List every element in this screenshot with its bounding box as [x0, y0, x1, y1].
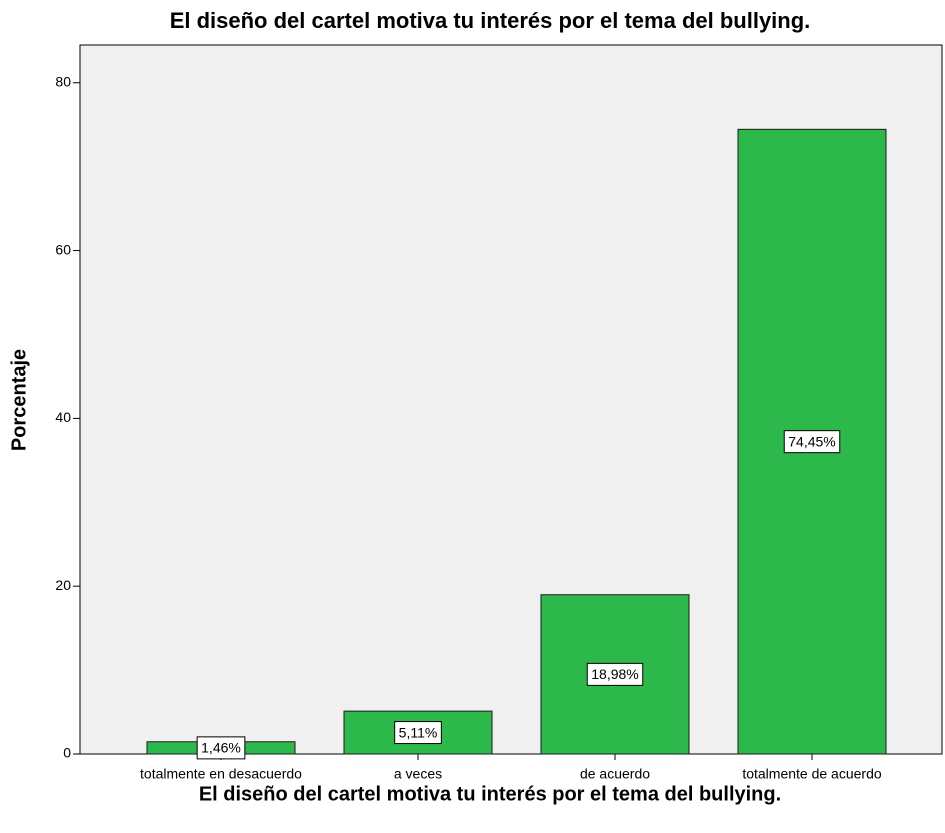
y-axis-title: Porcentaje: [8, 349, 30, 451]
data-label-box: [586, 662, 644, 686]
data-label: 74,45%: [788, 433, 835, 449]
data-label-box: [196, 736, 246, 760]
data-label: 5,11%: [399, 724, 438, 740]
data-label-box: [394, 721, 442, 745]
x-axis-title: El diseño del cartel motiva tu interés p…: [199, 783, 781, 805]
data-label: 18,98%: [591, 666, 638, 682]
y-tick-label: 40: [55, 409, 71, 425]
x-tick-label: totalmente en desacuerdo: [140, 766, 302, 782]
y-tick-label: 0: [63, 745, 71, 761]
chart-title: El diseño del cartel motiva tu interés p…: [170, 8, 811, 33]
y-tick-label: 20: [55, 577, 71, 593]
y-tick-label: 80: [55, 73, 71, 89]
x-tick-label: a veces: [394, 766, 442, 782]
x-tick-label: de acuerdo: [580, 766, 650, 782]
data-label: 1,46%: [201, 740, 241, 756]
x-tick-label: totalmente de acuerdo: [742, 766, 882, 782]
data-label-box: [783, 430, 841, 454]
y-tick-label: 60: [55, 241, 71, 257]
